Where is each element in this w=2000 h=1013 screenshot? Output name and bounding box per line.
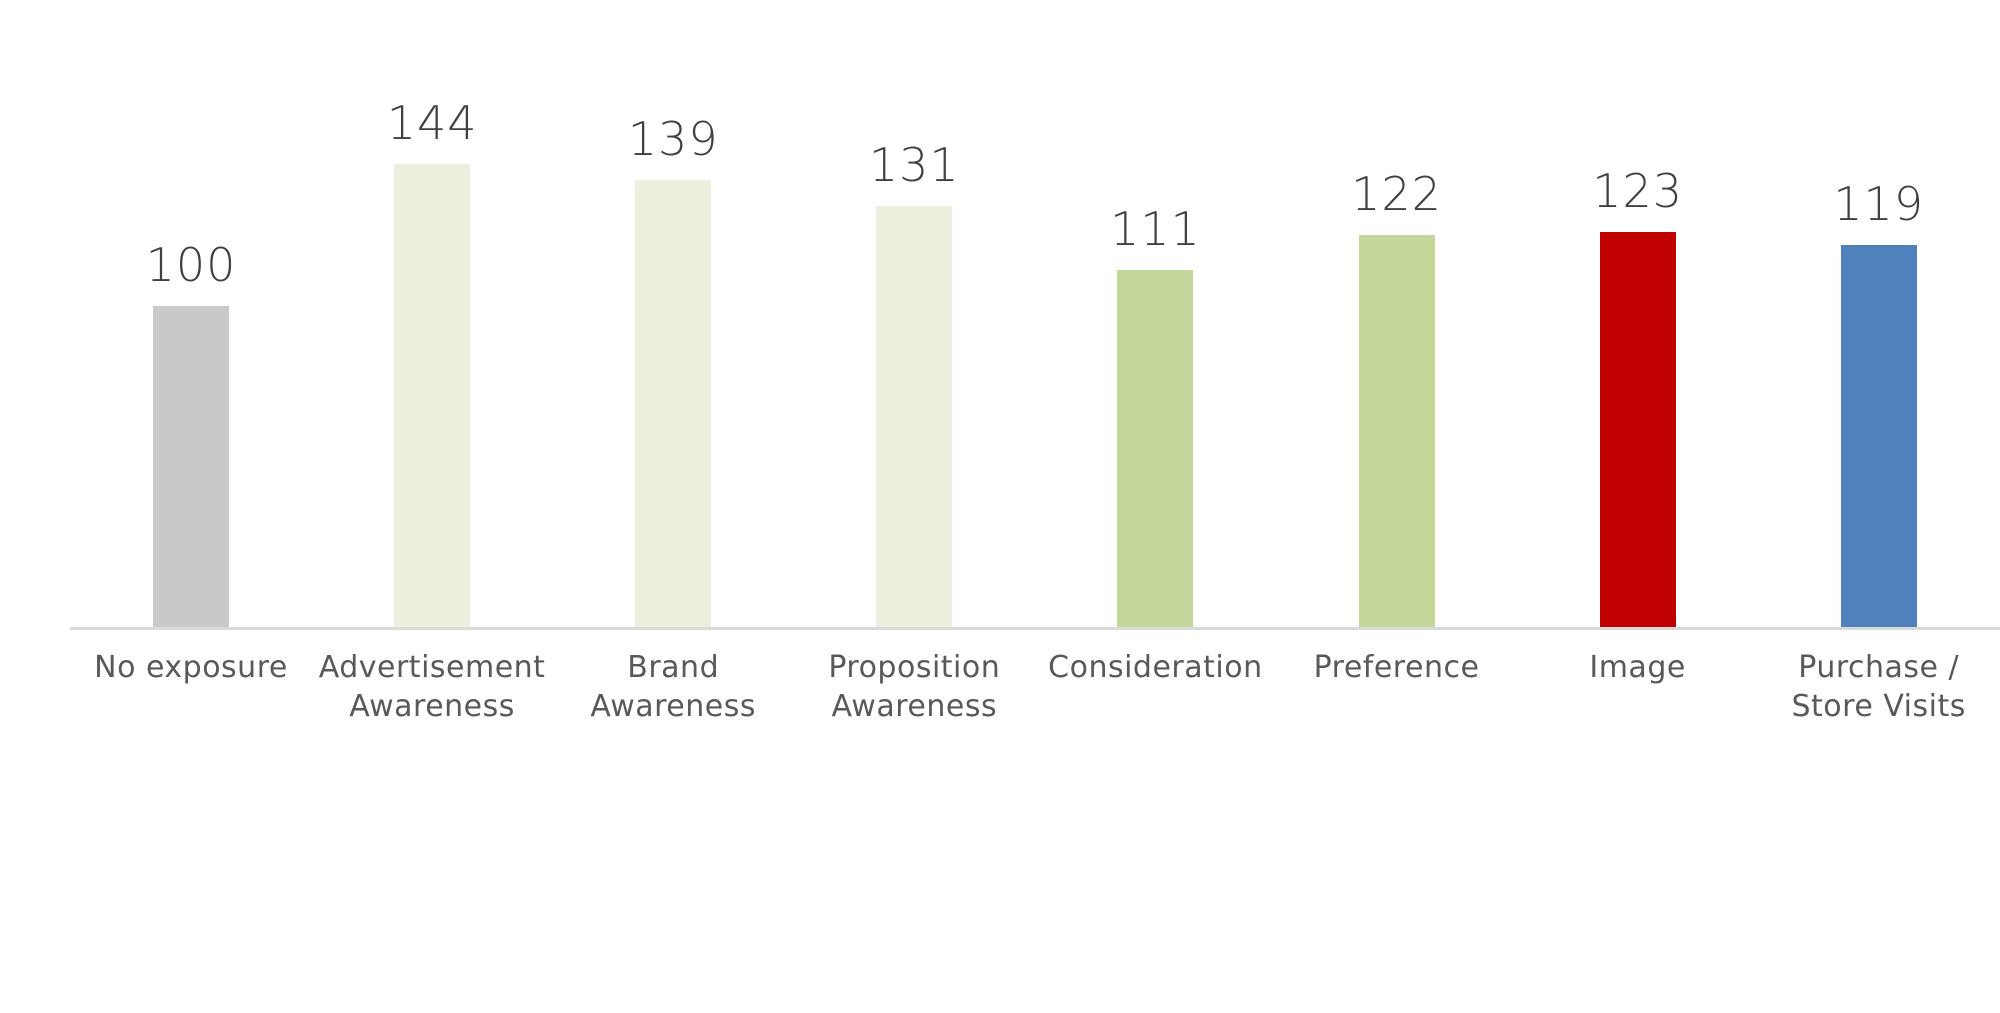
x-axis-line — [70, 627, 2000, 630]
bar — [635, 180, 712, 627]
category-label: Advertisement Awareness — [312, 648, 552, 726]
category-label-line2: Store Visits — [1791, 689, 1966, 724]
category-label: Purchase / Store Visits — [1759, 648, 1999, 726]
category-label-line1: Preference — [1313, 650, 1480, 685]
category-label-line1: Proposition — [828, 650, 1001, 685]
category-label-line2: Awareness — [831, 689, 998, 724]
category-label-line1: Advertisement — [318, 650, 546, 685]
category-label-line2: Awareness — [349, 689, 515, 724]
bar — [153, 306, 229, 627]
bar — [876, 206, 953, 627]
bar — [1358, 235, 1435, 627]
category-label: Brand Awareness — [553, 648, 793, 726]
data-label: 144 — [386, 96, 478, 150]
bar — [1599, 232, 1676, 627]
category-label-line1: Consideration — [1048, 650, 1263, 685]
category-label-line2: Awareness — [590, 689, 756, 724]
data-label: 122 — [1351, 167, 1442, 221]
data-label: 119 — [1833, 177, 1925, 231]
bar — [394, 164, 471, 627]
data-label: 123 — [1592, 164, 1683, 218]
category-label-line1: Image — [1589, 650, 1686, 685]
category-label-line1: Purchase / — [1798, 650, 1960, 685]
bar — [1117, 270, 1194, 627]
data-label: 139 — [627, 112, 719, 166]
data-label: 111 — [1109, 202, 1201, 256]
category-label: Consideration — [1035, 648, 1275, 687]
category-label: Preference — [1277, 648, 1517, 687]
category-label: Image — [1518, 648, 1758, 687]
category-label-line1: Brand — [627, 650, 720, 685]
category-label-line1: No exposure — [94, 650, 288, 685]
data-label: 131 — [868, 138, 960, 192]
category-label: No exposure — [71, 648, 311, 687]
data-label: 100 — [145, 238, 237, 292]
bar — [1840, 245, 1917, 627]
category-label: Proposition Awareness — [794, 648, 1034, 726]
